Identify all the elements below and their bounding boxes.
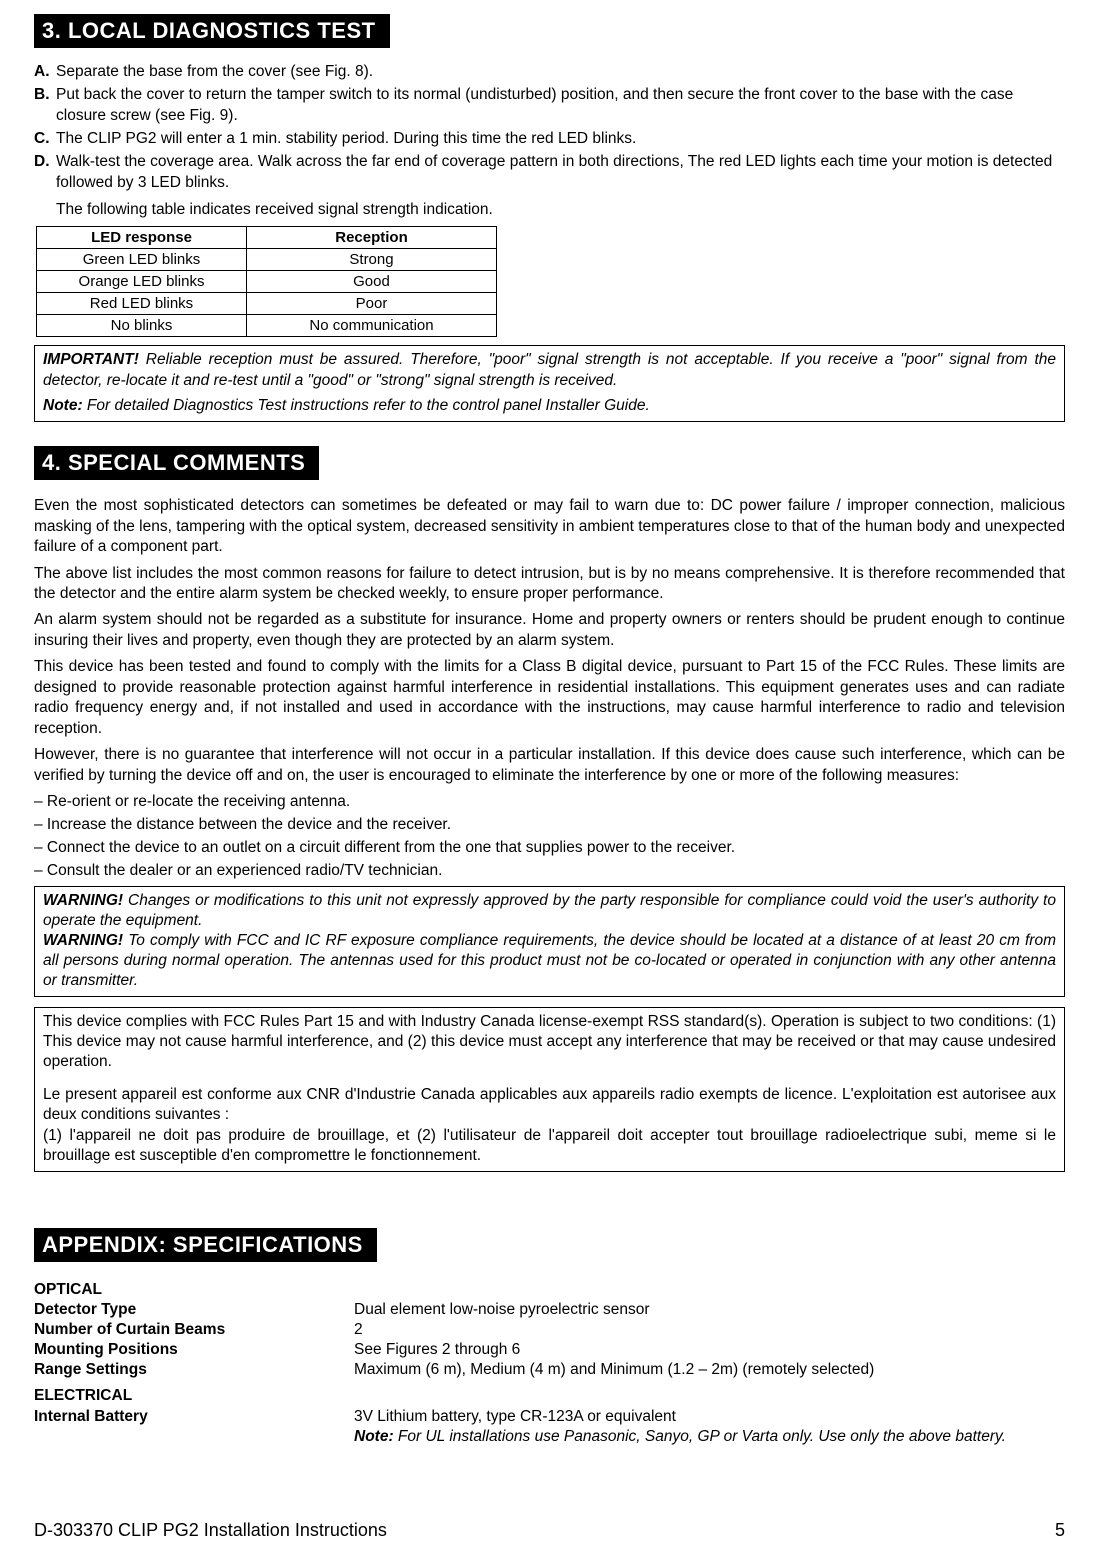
section-3-steps: A. Separate the base from the cover (see… bbox=[34, 62, 1065, 194]
step-label: B. bbox=[34, 85, 56, 127]
cell: Green LED blinks bbox=[37, 249, 247, 271]
dash-item: – Consult the dealer or an experienced r… bbox=[34, 861, 1065, 882]
fcc-para1: This device complies with FCC Rules Part… bbox=[43, 1012, 1056, 1073]
fcc-para2: Le present appareil est conforme aux CNR… bbox=[43, 1086, 1056, 1123]
warning-text: Changes or modifications to this unit no… bbox=[43, 892, 1056, 929]
signal-strength-table: LED response Reception Green LED blinks … bbox=[36, 226, 497, 337]
fcc-para3: (1) l'appareil ne doit pas produire de b… bbox=[43, 1127, 1056, 1164]
step-a: A. Separate the base from the cover (see… bbox=[34, 62, 1065, 83]
note-label: Note: bbox=[43, 397, 83, 414]
table-header-reception: Reception bbox=[247, 227, 497, 249]
dash-item: – Re-orient or re-locate the receiving a… bbox=[34, 792, 1065, 813]
section-3-header: 3. LOCAL DIAGNOSTICS TEST bbox=[34, 14, 390, 48]
table-row: Red LED blinks Poor bbox=[37, 293, 497, 315]
battery-value: 3V Lithium battery, type CR-123A or equi… bbox=[354, 1408, 676, 1425]
table-header-led: LED response bbox=[37, 227, 247, 249]
warning-box: WARNING! Changes or modifications to thi… bbox=[34, 886, 1065, 997]
spec-value: Dual element low-noise pyroelectric sens… bbox=[354, 1300, 1065, 1320]
step-d: D. Walk-test the coverage area. Walk acr… bbox=[34, 152, 1065, 194]
cell: Red LED blinks bbox=[37, 293, 247, 315]
dash-item: – Connect the device to an outlet on a c… bbox=[34, 838, 1065, 859]
table-row: Green LED blinks Strong bbox=[37, 249, 497, 271]
step-label: D. bbox=[34, 152, 56, 194]
section4-para: An alarm system should not be regarded a… bbox=[34, 610, 1065, 651]
section4-para: The above list includes the most common … bbox=[34, 564, 1065, 605]
important-text: Reliable reception must be assured. Ther… bbox=[43, 351, 1056, 389]
spec-row: Internal Battery 3V Lithium battery, typ… bbox=[34, 1407, 1065, 1447]
spec-label: Range Settings bbox=[34, 1360, 354, 1380]
table-row: No blinks No communication bbox=[37, 315, 497, 337]
footer-page-number: 5 bbox=[1055, 1520, 1065, 1541]
step-text: The CLIP PG2 will enter a 1 min. stabili… bbox=[56, 129, 1065, 150]
section4-para: This device has been tested and found to… bbox=[34, 657, 1065, 739]
step-text: Separate the base from the cover (see Fi… bbox=[56, 62, 1065, 83]
spec-value: Maximum (6 m), Medium (4 m) and Minimum … bbox=[354, 1360, 1065, 1380]
important-label: IMPORTANT! bbox=[43, 351, 139, 368]
warning-label: WARNING! bbox=[43, 892, 123, 909]
page-footer: D-303370 CLIP PG2 Installation Instructi… bbox=[34, 1520, 1065, 1541]
spec-row: Range Settings Maximum (6 m), Medium (4 … bbox=[34, 1360, 1065, 1380]
table-row: Orange LED blinks Good bbox=[37, 271, 497, 293]
step-text: Put back the cover to return the tamper … bbox=[56, 85, 1065, 127]
step-label: A. bbox=[34, 62, 56, 83]
dash-item: – Increase the distance between the devi… bbox=[34, 815, 1065, 836]
battery-note-text: For UL installations use Panasonic, Sany… bbox=[394, 1428, 1006, 1445]
electrical-label: ELECTRICAL bbox=[34, 1386, 1065, 1406]
cell: Strong bbox=[247, 249, 497, 271]
warning-label: WARNING! bbox=[43, 932, 123, 949]
section4-para: Even the most sophisticated detectors ca… bbox=[34, 496, 1065, 557]
spec-value: See Figures 2 through 6 bbox=[354, 1340, 1065, 1360]
step-b: B. Put back the cover to return the tamp… bbox=[34, 85, 1065, 127]
note-text: For detailed Diagnostics Test instructio… bbox=[83, 397, 650, 414]
spec-label: Mounting Positions bbox=[34, 1340, 354, 1360]
cell: Orange LED blinks bbox=[37, 271, 247, 293]
spec-value: 2 bbox=[354, 1320, 1065, 1340]
spec-section: OPTICAL Detector Type Dual element low-n… bbox=[34, 1280, 1065, 1447]
appendix-header: APPENDIX: SPECIFICATIONS bbox=[34, 1228, 377, 1262]
spec-row: Mounting Positions See Figures 2 through… bbox=[34, 1340, 1065, 1360]
table-intro-text: The following table indicates received s… bbox=[56, 200, 1065, 221]
fcc-box: This device complies with FCC Rules Part… bbox=[34, 1007, 1065, 1172]
important-note-box: IMPORTANT! Reliable reception must be as… bbox=[34, 345, 1065, 422]
footer-left: D-303370 CLIP PG2 Installation Instructi… bbox=[34, 1520, 387, 1541]
cell: No blinks bbox=[37, 315, 247, 337]
battery-note-label: Note: bbox=[354, 1428, 394, 1445]
cell: Good bbox=[247, 271, 497, 293]
spec-label: Internal Battery bbox=[34, 1407, 354, 1447]
warning-text: To comply with FCC and IC RF exposure co… bbox=[43, 932, 1056, 989]
section-4-header: 4. SPECIAL COMMENTS bbox=[34, 446, 319, 480]
spec-row: Detector Type Dual element low-noise pyr… bbox=[34, 1300, 1065, 1320]
step-c: C. The CLIP PG2 will enter a 1 min. stab… bbox=[34, 129, 1065, 150]
step-label: C. bbox=[34, 129, 56, 150]
spec-row: Number of Curtain Beams 2 bbox=[34, 1320, 1065, 1340]
cell: No communication bbox=[247, 315, 497, 337]
spec-label: Number of Curtain Beams bbox=[34, 1320, 354, 1340]
step-text: Walk-test the coverage area. Walk across… bbox=[56, 152, 1065, 194]
optical-label: OPTICAL bbox=[34, 1280, 1065, 1300]
spec-label: Detector Type bbox=[34, 1300, 354, 1320]
spec-value: 3V Lithium battery, type CR-123A or equi… bbox=[354, 1407, 1065, 1447]
section4-para: However, there is no guarantee that inte… bbox=[34, 745, 1065, 786]
cell: Poor bbox=[247, 293, 497, 315]
